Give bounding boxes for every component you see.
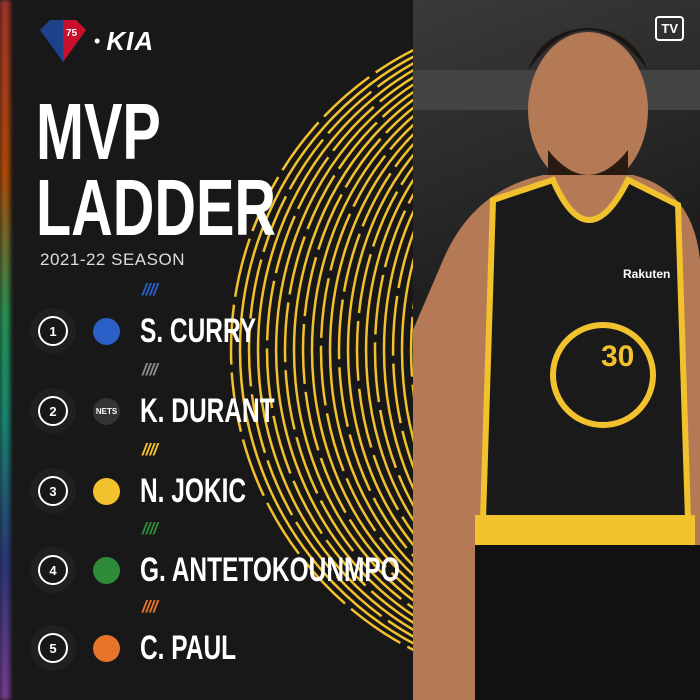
- player-photo: 30 Rakuten TV: [413, 0, 700, 700]
- nets-logo-icon: NETS: [93, 398, 120, 425]
- ladder-row: //// 5 C. PAUL: [30, 597, 390, 675]
- wave-line: [337, 140, 415, 560]
- player-name: G. ANTETOKOUNMPO: [140, 551, 400, 589]
- rank-badge: 3: [38, 476, 68, 506]
- svg-text:75: 75: [66, 28, 78, 39]
- rank-badge: 1: [38, 316, 68, 346]
- player-name: N. JOKIC: [140, 472, 247, 510]
- wave-line: [256, 67, 415, 633]
- kia-logo: KIA: [106, 25, 155, 56]
- wave-line: [409, 288, 415, 412]
- svg-text:30: 30: [601, 340, 634, 373]
- nba-75-logo: 75: [40, 20, 86, 62]
- player-name: K. DURANT: [140, 392, 275, 430]
- bucks-logo-icon: [93, 557, 120, 584]
- wave-line: [238, 54, 415, 646]
- sponsor-logo: 75 • KIA: [38, 18, 154, 64]
- wave-line: [247, 61, 415, 639]
- rank-badge: 5: [38, 633, 68, 663]
- wave-line: [346, 151, 415, 549]
- wave-line: [391, 225, 415, 475]
- wave-line: [364, 175, 415, 525]
- rank-badge: 4: [38, 555, 68, 585]
- suns-logo-icon: [93, 635, 120, 662]
- wave-line: [274, 82, 415, 618]
- nba-tv-logo: TV: [655, 16, 684, 41]
- page-title-line2: LADDER: [36, 163, 276, 252]
- accent-slashes: ////: [142, 440, 158, 459]
- ladder-row: //// 4 G. ANTETOKOUNMPO: [30, 519, 400, 597]
- accent-slashes: ////: [142, 360, 158, 379]
- wave-line: [400, 250, 415, 450]
- team-logo-text: NETS: [95, 407, 118, 416]
- yellow-wave-lines: [229, 47, 415, 653]
- wave-line: [319, 121, 415, 579]
- wave-line: [382, 205, 415, 495]
- ladder-row: //// 3 N. JOKIC: [30, 440, 390, 518]
- page-title-line1: MVP: [36, 87, 161, 176]
- player-name: S. CURRY: [140, 312, 257, 350]
- wave-line: [328, 130, 415, 570]
- svg-text:Rakuten: Rakuten: [623, 267, 670, 281]
- accent-slashes: ////: [142, 280, 158, 299]
- season-label: 2021-22 SEASON: [40, 250, 185, 269]
- accent-slashes: ////: [142, 597, 158, 616]
- rainbow-edge: [0, 0, 10, 700]
- ladder-row: //// 1 S. CURRY: [30, 280, 390, 358]
- wave-line: [310, 113, 415, 587]
- warriors-logo-icon: [93, 318, 120, 345]
- wave-line: [265, 74, 415, 626]
- wave-line: [292, 96, 415, 604]
- accent-slashes: ////: [142, 519, 158, 538]
- player-illustration: 30 Rakuten: [413, 28, 700, 700]
- wave-line: [355, 162, 415, 538]
- rank-badge: 2: [38, 396, 68, 426]
- wave-line: [301, 104, 415, 596]
- nuggets-logo-icon: [93, 478, 120, 505]
- dot-separator: •: [94, 30, 101, 51]
- wave-line: [283, 89, 415, 611]
- ladder-row: //// 2 NETS K. DURANT: [30, 360, 390, 438]
- wave-line: [373, 189, 415, 511]
- wave-line: [229, 47, 415, 653]
- ladder-panel: 75 • KIA MVP LADDER 2021-22 SEASON //// …: [0, 0, 415, 700]
- player-name: C. PAUL: [140, 629, 237, 667]
